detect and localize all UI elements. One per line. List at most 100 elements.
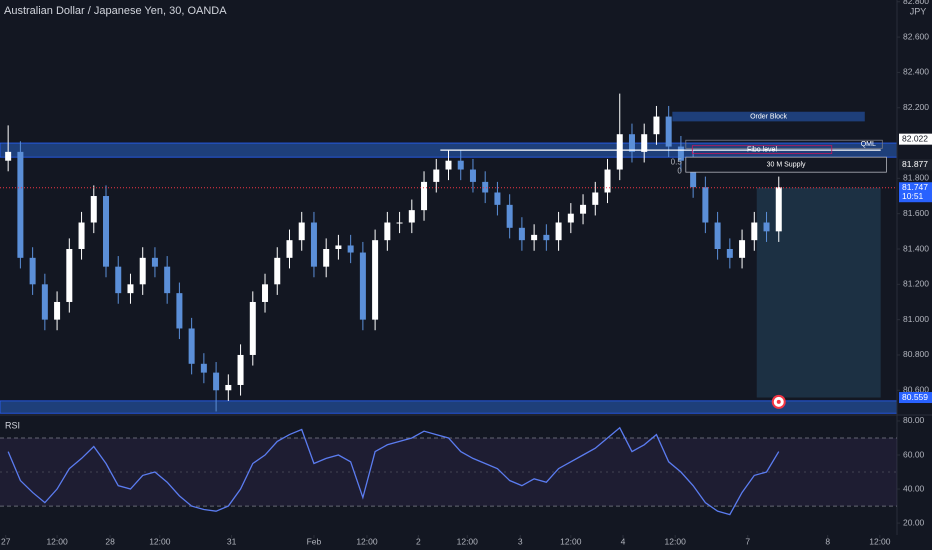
annotation-box <box>691 145 833 155</box>
y-tick-label: 81.000 <box>903 314 929 324</box>
candle-body <box>445 160 452 170</box>
candle-body <box>286 240 293 258</box>
candle-body <box>482 181 489 193</box>
y-tick-label: 81.800 <box>903 173 929 183</box>
price-label-box <box>899 133 932 145</box>
candle-body <box>616 134 623 170</box>
candle-body <box>151 257 158 267</box>
price-label: 81.747 <box>902 182 928 192</box>
x-tick-label: 12:00 <box>560 536 582 546</box>
candle-body <box>115 266 122 294</box>
candle-body <box>262 284 269 302</box>
candle-body <box>188 328 195 364</box>
candle-body <box>274 257 281 285</box>
annotation-label: 30 M Supply <box>767 162 806 169</box>
rsi-label: RSI <box>5 420 20 430</box>
candle-body <box>653 116 660 135</box>
x-tick-label: 4 <box>621 536 626 546</box>
candle-body <box>249 301 256 355</box>
candle-body <box>139 257 146 285</box>
y-tick-label: 80.800 <box>903 349 929 359</box>
candle-body <box>298 222 305 241</box>
candle-body <box>714 222 721 249</box>
candle-body <box>310 222 317 267</box>
price-label: 82.022 <box>902 133 928 143</box>
y-tick-label: 82.200 <box>903 102 929 112</box>
annotation-label: QML <box>861 141 876 148</box>
x-tick-label: 27 <box>1 536 11 546</box>
price-label-time: 10:51 <box>902 191 924 201</box>
candle-body <box>372 240 379 320</box>
candle-body <box>494 192 501 205</box>
candle-body <box>702 187 709 223</box>
rsi-tick-label: 20.00 <box>903 517 925 527</box>
x-tick-label: 12:00 <box>457 536 479 546</box>
chart-title: Australian Dollar / Japanese Yen, 30, OA… <box>4 5 227 17</box>
candle-body <box>592 192 599 205</box>
candle-body <box>29 257 36 285</box>
y-tick-label: 82.800 <box>903 0 929 6</box>
rsi-tick-label: 40.00 <box>903 483 925 493</box>
x-tick-label: 31 <box>227 536 237 546</box>
x-tick-label: 12:00 <box>46 536 68 546</box>
price-label-box <box>899 182 932 203</box>
x-tick-label: 12:00 <box>149 536 171 546</box>
currency-label: JPY <box>910 6 927 16</box>
candle-body <box>17 151 24 258</box>
candle-body <box>543 234 550 241</box>
candle-body <box>164 266 171 294</box>
fibo-level-label: 0.5 <box>671 158 683 167</box>
fibo-level-label: 0 <box>677 166 682 175</box>
candle-body <box>66 249 73 302</box>
y-tick-label: 82.600 <box>903 31 929 41</box>
candle-body <box>604 169 611 193</box>
candle-body <box>200 363 207 373</box>
candle-body <box>555 222 562 241</box>
annotation-box <box>685 156 887 173</box>
rsi-line <box>7 426 780 516</box>
candle-body <box>763 222 770 232</box>
candle-body <box>5 151 12 161</box>
rsi-tick-label: 60.00 <box>903 449 925 459</box>
candle-body <box>567 213 574 223</box>
candle-body <box>580 204 587 214</box>
candle-body <box>359 252 366 320</box>
candle-body <box>739 240 746 258</box>
rsi-band <box>0 437 897 507</box>
candle-body <box>237 354 244 385</box>
price-label-box <box>899 159 932 171</box>
candle-body <box>396 222 403 224</box>
x-tick-label: 8 <box>825 536 830 546</box>
x-tick-label: 12:00 <box>869 536 891 546</box>
rsi-tick-label: 80.00 <box>903 415 925 425</box>
candle-body <box>323 249 330 267</box>
candle-body <box>751 222 758 241</box>
zone <box>0 400 898 414</box>
candle-body <box>225 384 232 391</box>
candle-body <box>641 134 648 152</box>
x-tick-label: 12:00 <box>356 536 378 546</box>
candle-body <box>103 196 110 267</box>
x-tick-label: 12:00 <box>665 536 687 546</box>
candle-body <box>628 134 635 152</box>
candle-body <box>347 245 354 253</box>
candle-body <box>176 293 183 329</box>
annotation-box <box>672 111 865 122</box>
annotation-label: Order Block <box>750 113 787 120</box>
candle-body <box>90 196 97 223</box>
candle-body <box>469 169 476 182</box>
candle-body <box>775 187 782 232</box>
y-tick-label: 81.400 <box>903 243 929 253</box>
alert-icon-dot <box>776 399 781 404</box>
x-tick-label: 3 <box>518 536 523 546</box>
candle-body <box>78 222 85 249</box>
candle-body <box>433 169 440 182</box>
annotation-box <box>685 139 883 149</box>
candle-body <box>384 222 391 241</box>
candle-body <box>726 249 733 258</box>
candle-body <box>457 160 464 170</box>
candle-body <box>506 204 513 228</box>
